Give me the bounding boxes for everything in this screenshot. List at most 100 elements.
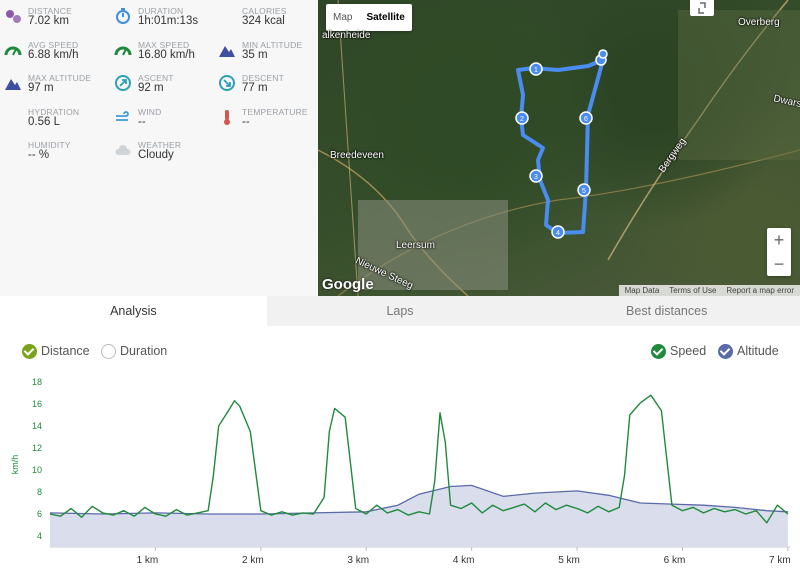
route-marker-label: 6 xyxy=(584,116,588,123)
checked-icon xyxy=(22,343,37,359)
cloud-icon xyxy=(115,145,131,155)
stat-value: -- xyxy=(138,115,146,128)
thermometer-icon xyxy=(224,109,230,125)
stat-value: 35 m xyxy=(242,48,268,61)
report-map-error-link[interactable]: Report a map error xyxy=(726,286,794,295)
stat-wind: WIND -- xyxy=(110,102,215,132)
stat-label: HYDRATION xyxy=(28,106,80,117)
altitude-area xyxy=(50,485,788,547)
altitude-toggle[interactable]: Altitude xyxy=(718,340,779,362)
stat-ascent: ASCENT 92 m xyxy=(110,68,215,98)
stat-value: 92 m xyxy=(138,82,164,94)
y-tick-label: 6 xyxy=(37,509,42,519)
toggle-label: Altitude xyxy=(737,344,779,358)
y-axis-label: km/h xyxy=(10,455,20,475)
x-tick-label: 6 km xyxy=(664,555,686,566)
x-tick-label: 2 km xyxy=(242,555,264,566)
zoom-out-button[interactable]: − xyxy=(773,254,785,274)
map-data-link[interactable]: Map Data xyxy=(624,286,660,295)
stat-value: 7.02 km xyxy=(28,15,69,27)
road-line xyxy=(337,0,359,296)
speedometer-icon xyxy=(4,46,22,55)
route-marker[interactable]: 1 xyxy=(529,62,543,76)
stat-distance: DISTANCE 7.02 km xyxy=(0,1,105,31)
stat-calories: CALORIES 324 kcal xyxy=(214,1,319,31)
route-marker-label: 2 xyxy=(520,116,524,123)
stopwatch-icon xyxy=(116,8,130,24)
route-marker[interactable]: 3 xyxy=(529,169,543,183)
finish-marker[interactable] xyxy=(598,49,608,59)
route-marker[interactable]: 6 xyxy=(579,111,593,125)
map-label: Leersum xyxy=(396,240,435,251)
route-marker-label: 3 xyxy=(534,174,538,181)
stat-min-altitude: MIN ALTITUDE 35 m xyxy=(214,35,319,65)
distance-icon xyxy=(6,10,21,23)
speedometer-icon xyxy=(114,46,132,55)
chart-toggles: Distance Duration Speed Altitude xyxy=(0,340,800,362)
analysis-tabs: Analysis Laps Best distances xyxy=(0,296,800,326)
stat-weather: WEATHER Cloudy xyxy=(110,135,215,165)
zoom-in-button[interactable]: + xyxy=(773,230,785,250)
route-marker-label: 4 xyxy=(556,230,560,237)
road-line xyxy=(607,0,789,261)
map-label: Breedeveen xyxy=(330,150,384,161)
toggle-label: Duration xyxy=(120,344,168,358)
stat-label: AVG SPEED xyxy=(28,39,79,50)
zoom-control: + − xyxy=(767,228,791,276)
stat-duration: DURATION 1h:01m:13s xyxy=(110,1,215,31)
stat-label: MAX ALTITUDE xyxy=(28,73,92,83)
x-tick-label: 7 km xyxy=(769,555,791,566)
activity-summary: DISTANCE 7.02 km DURATION 1h:01m:13s CALORIE… xyxy=(0,0,800,296)
route-marker-label: 1 xyxy=(534,67,538,74)
town-area xyxy=(358,200,508,290)
descent-icon xyxy=(219,75,235,91)
stat-label: WEATHER xyxy=(138,140,182,150)
stats-panel: DISTANCE 7.02 km DURATION 1h:01m:13s CALORIE… xyxy=(0,0,318,296)
stat-max-altitude: MAX ALTITUDE 97 m xyxy=(0,68,105,98)
speed-toggle[interactable]: Speed xyxy=(651,340,706,362)
map-label: Overberg xyxy=(738,17,780,28)
fullscreen-button[interactable] xyxy=(690,0,714,16)
stat-value: -- xyxy=(242,115,250,128)
mountain-icon xyxy=(219,45,235,57)
route-path xyxy=(516,58,605,235)
route-marker[interactable]: 4 xyxy=(551,225,565,239)
route-map[interactable]: 1 2 3 4 5 6 Map Satellite alkenheide Overberg… xyxy=(318,0,800,296)
tab-analysis[interactable]: Analysis xyxy=(0,296,267,326)
y-tick-label: 12 xyxy=(32,443,42,453)
stat-label: ASCENT xyxy=(138,73,174,83)
map-type-satellite-button[interactable]: Satellite xyxy=(366,12,405,23)
duration-toggle[interactable]: Duration xyxy=(101,340,167,362)
tab-best-distances[interactable]: Best distances xyxy=(626,304,708,318)
y-tick-label: 16 xyxy=(32,399,42,409)
farmland-area xyxy=(678,10,800,160)
route-marker[interactable]: 2 xyxy=(515,111,529,125)
stat-descent: DESCENT 77 m xyxy=(214,68,319,98)
unchecked-icon xyxy=(101,343,116,359)
x-tick-label: 1 km xyxy=(137,555,159,566)
x-tick-label: 4 km xyxy=(453,555,475,566)
stat-value: 77 m xyxy=(242,82,268,94)
distance-toggle[interactable]: Distance xyxy=(22,340,90,362)
route-marker[interactable]: 5 xyxy=(577,183,591,197)
stat-temperature: TEMPERATURE -- xyxy=(214,102,319,132)
tab-laps[interactable]: Laps xyxy=(386,304,414,318)
x-tick-label: 3 km xyxy=(347,555,369,566)
stat-value: 1h:01m:13s xyxy=(138,15,199,27)
map-attribution: Map Data Terms of Use Report a map error xyxy=(618,285,800,296)
x-tick-label: 5 km xyxy=(558,555,580,566)
stat-value: 0.56 L xyxy=(28,115,60,128)
map-label: alkenheide xyxy=(322,30,371,41)
stat-label: MIN ALTITUDE xyxy=(242,39,303,50)
map-type-map-button[interactable]: Map xyxy=(333,12,353,23)
map-type-control: Map Satellite xyxy=(326,4,412,31)
stat-value: 6.88 km/h xyxy=(28,48,79,61)
terms-of-use-link[interactable]: Terms of Use xyxy=(669,286,717,295)
wind-icon xyxy=(116,110,129,121)
stat-value: Cloudy xyxy=(138,149,174,161)
y-tick-label: 10 xyxy=(32,465,42,475)
y-tick-label: 4 xyxy=(37,531,42,541)
stat-value: 324 kcal xyxy=(242,15,285,27)
chart-svg: km/h 4 6 8 10 12 14 16 18 1 km 2 km 3 km 4 km 5 km 6 k… xyxy=(10,377,791,566)
stat-label: CALORIES xyxy=(242,6,287,16)
